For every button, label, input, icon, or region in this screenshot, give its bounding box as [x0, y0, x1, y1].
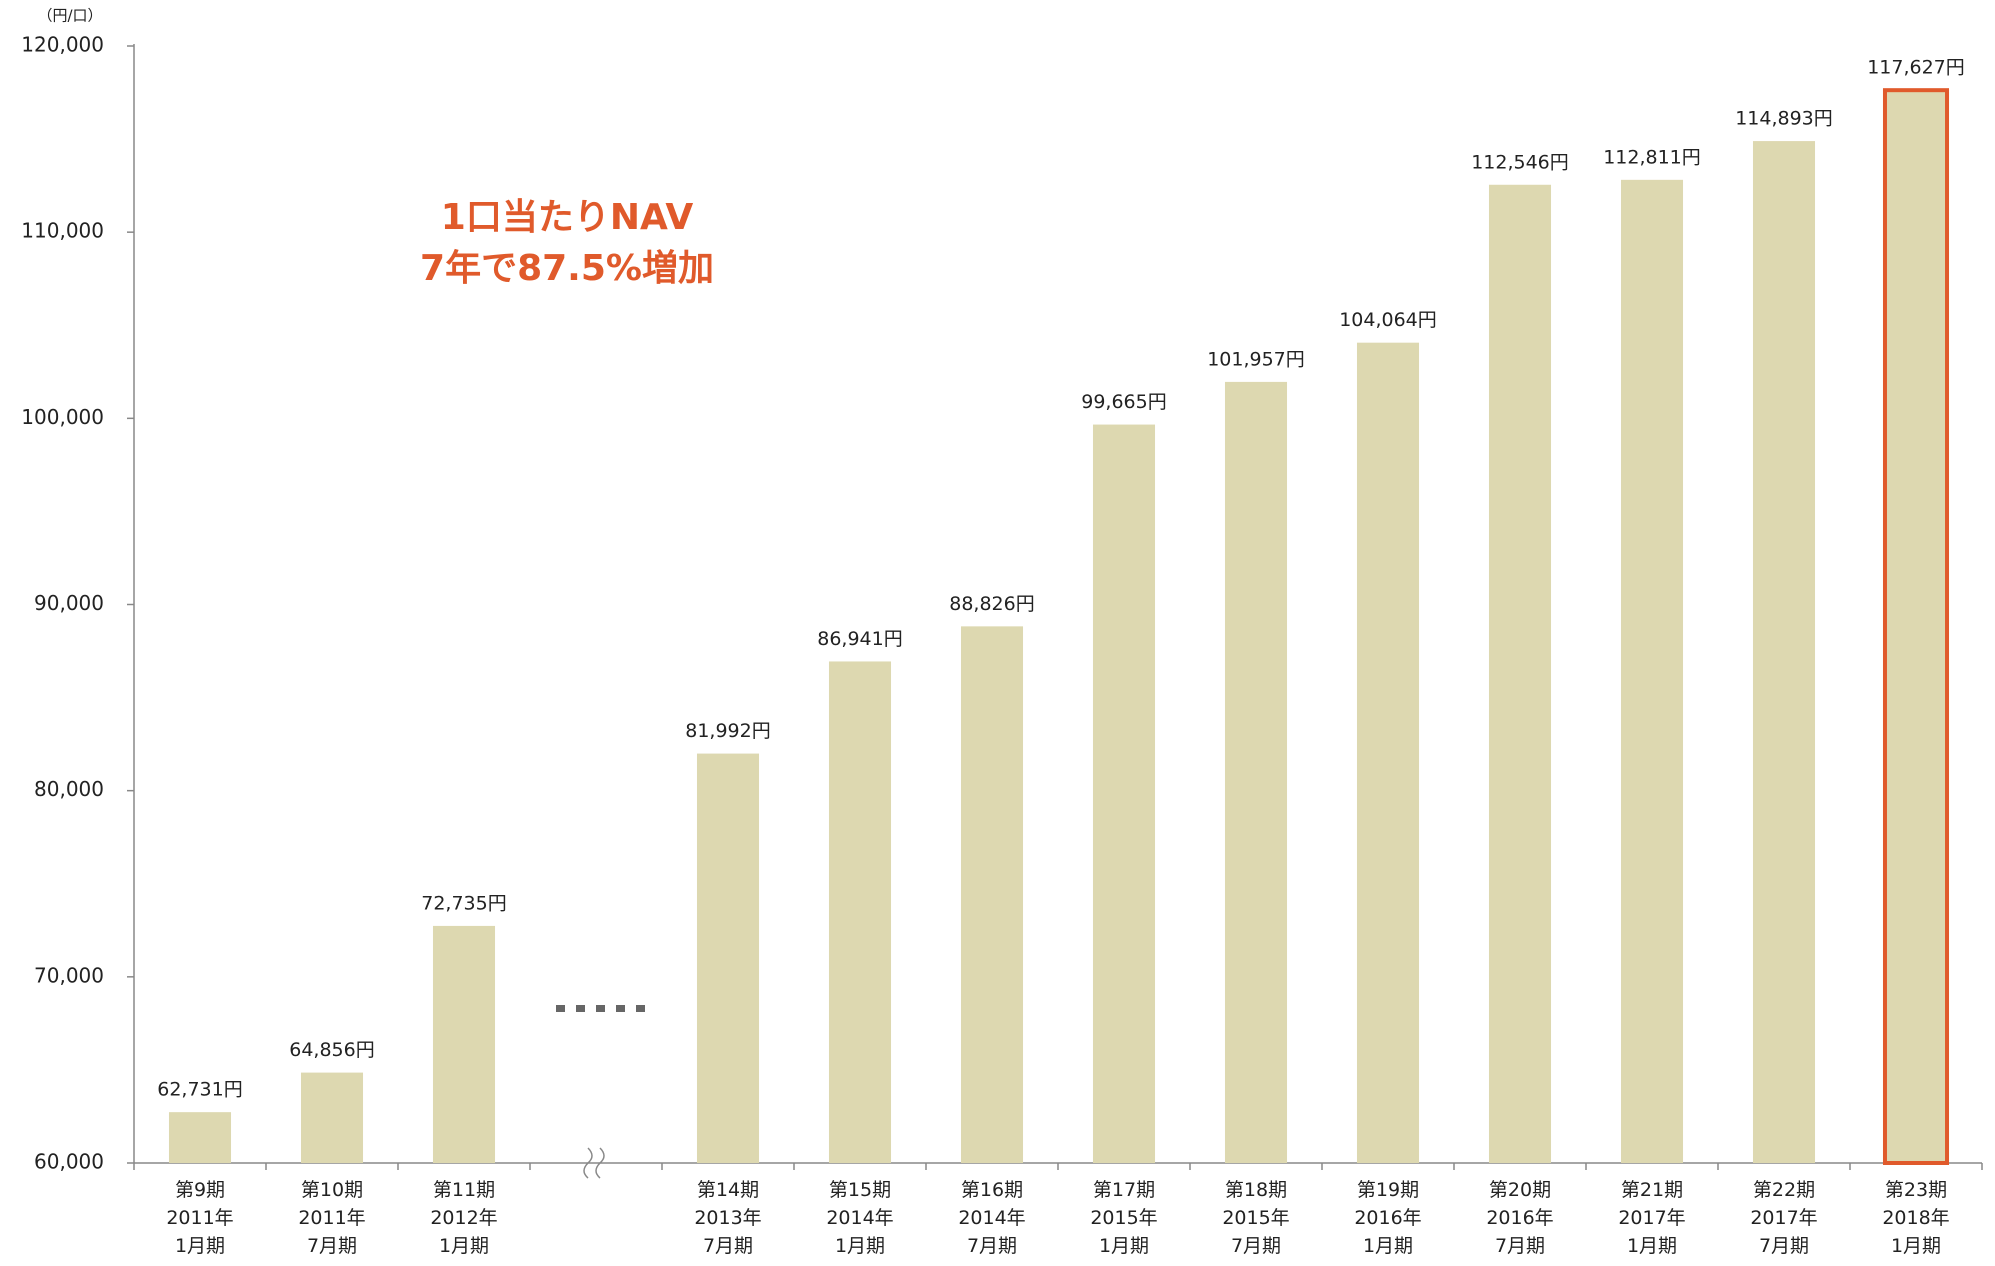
value-label: 114,893円 [1735, 108, 1833, 130]
bar [432, 925, 496, 1163]
y-tick-label: 80,000 [34, 777, 104, 801]
y-tick-label: 100,000 [21, 405, 104, 429]
annotation: 1口当たりNAV [441, 197, 694, 238]
value-label: 101,957円 [1207, 348, 1305, 370]
bar [1620, 179, 1684, 1164]
x-tick-label: 第14期 2013年 7月期 [694, 1179, 761, 1257]
y-tick-label: 60,000 [34, 1150, 104, 1174]
bar [168, 1112, 232, 1163]
x-tick-label: 第9期 2011年 1月期 [166, 1179, 233, 1257]
value-label: 112,546円 [1471, 151, 1569, 173]
value-label: 88,826円 [949, 593, 1034, 615]
y-tick-label: 120,000 [21, 33, 104, 57]
value-label: 99,665円 [1081, 391, 1166, 413]
break-dots [556, 1005, 645, 1012]
value-label: 64,856円 [289, 1039, 374, 1061]
bar [1224, 381, 1288, 1163]
y-tick-label: 110,000 [21, 219, 104, 243]
x-tick-label: 第22期 2017年 7月期 [1750, 1179, 1817, 1257]
x-tick-label: 第19期 2016年 1月期 [1354, 1179, 1421, 1257]
bar [300, 1072, 364, 1163]
x-tick-label: 第23期 2018年 1月期 [1882, 1179, 1949, 1257]
bar [1092, 424, 1156, 1163]
bar [1752, 141, 1816, 1163]
x-tick-label: 第10期 2011年 7月期 [298, 1179, 365, 1257]
value-label: 62,731円 [157, 1079, 242, 1101]
bar [828, 661, 892, 1163]
bar [1882, 88, 1950, 1165]
annotation: 7年で87.5%増加 [420, 248, 714, 289]
x-tick-label: 第16期 2014年 7月期 [958, 1179, 1025, 1257]
value-label: 104,064円 [1339, 309, 1437, 331]
value-label: 86,941円 [817, 628, 902, 650]
x-tick-label: 第20期 2016年 7月期 [1486, 1179, 1553, 1257]
x-tick-label: 第11期 2012年 1月期 [430, 1179, 497, 1257]
x-tick-label: 第15期 2014年 1月期 [826, 1179, 893, 1257]
x-tick-label: 第21期 2017年 1月期 [1618, 1179, 1685, 1257]
x-tick-label: 第17期 2015年 1月期 [1090, 1179, 1157, 1257]
bar [960, 626, 1024, 1163]
x-tick-label: 第18期 2015年 7月期 [1222, 1179, 1289, 1257]
bar [1488, 184, 1552, 1164]
value-label: 72,735円 [421, 892, 506, 914]
value-label: 112,811円 [1603, 146, 1701, 168]
unit-label: （円/口） [37, 7, 102, 25]
y-tick-label: 90,000 [34, 591, 104, 615]
value-label: 117,627円 [1867, 57, 1965, 79]
value-label: 81,992円 [685, 720, 770, 742]
bar [696, 753, 760, 1163]
y-tick-label: 70,000 [34, 963, 104, 987]
bar [1356, 342, 1420, 1164]
